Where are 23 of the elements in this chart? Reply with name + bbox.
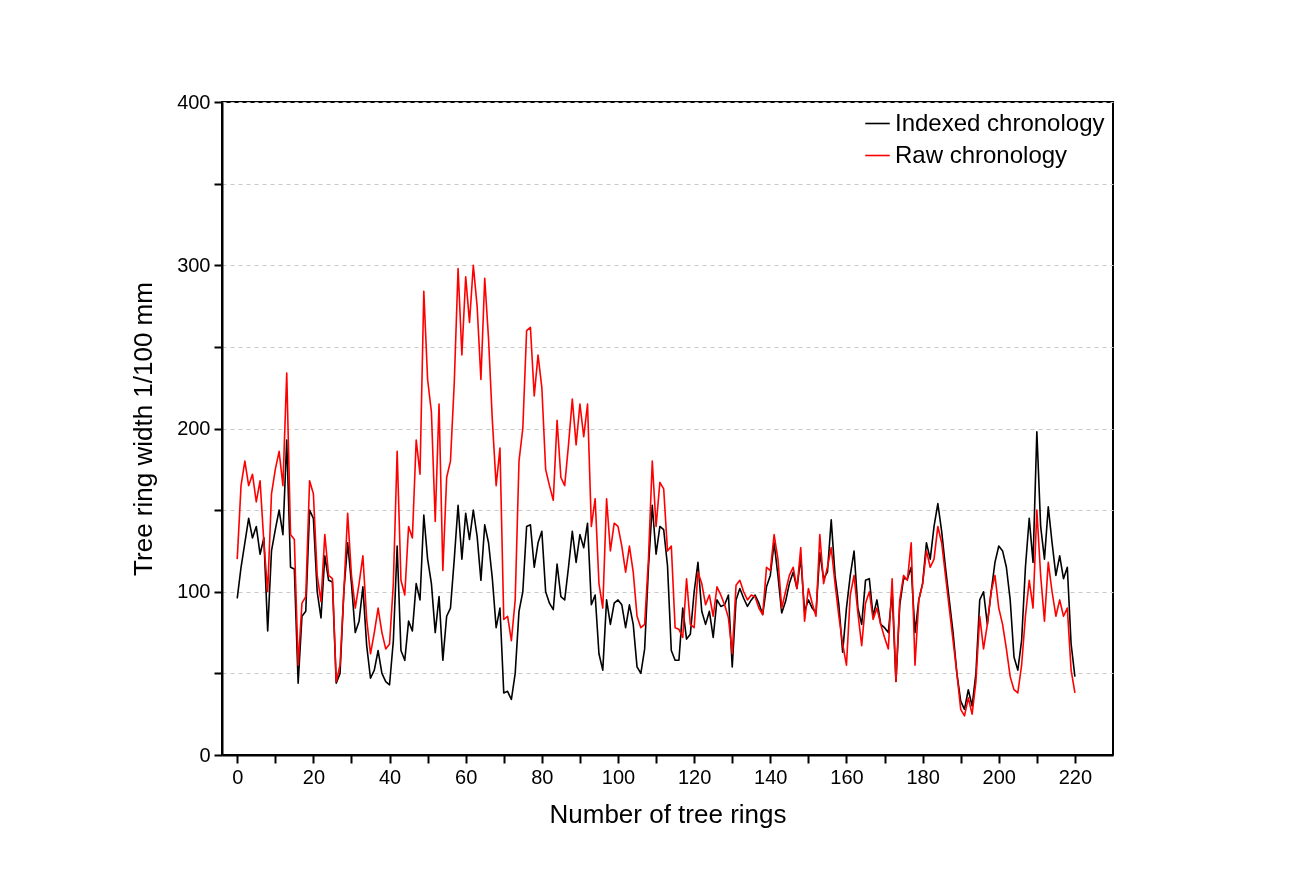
x-tick-label: 180 bbox=[906, 765, 940, 788]
line-series bbox=[236, 430, 1076, 711]
y-axis-title: Tree ring width 1/100 mm bbox=[128, 282, 159, 576]
x-tick-label: 80 bbox=[531, 765, 554, 788]
y-tick-label: 0 bbox=[199, 743, 211, 766]
x-tick-label: 100 bbox=[601, 765, 636, 788]
x-tick-label: 200 bbox=[982, 765, 1016, 788]
x-tick-label: 0 bbox=[232, 765, 244, 788]
x-tick-label: 160 bbox=[830, 765, 864, 788]
legend-label: Indexed chronology bbox=[895, 108, 1105, 136]
x-tick-label: 220 bbox=[1058, 765, 1093, 788]
legend-label: Raw chronology bbox=[895, 140, 1068, 168]
y-tick-label: 400 bbox=[177, 90, 211, 113]
line-series bbox=[236, 264, 1076, 717]
x-tick-label: 120 bbox=[677, 765, 712, 788]
y-tick-label: 200 bbox=[177, 417, 211, 439]
y-tick-label: 100 bbox=[177, 580, 211, 603]
x-axis-title: Number of tree rings bbox=[549, 798, 787, 829]
y-tick-label: 300 bbox=[177, 253, 211, 276]
x-tick-label: 40 bbox=[378, 765, 402, 788]
x-tick-label: 140 bbox=[754, 765, 788, 788]
x-tick-label: 20 bbox=[302, 765, 326, 788]
x-tick-label: 60 bbox=[455, 765, 478, 788]
